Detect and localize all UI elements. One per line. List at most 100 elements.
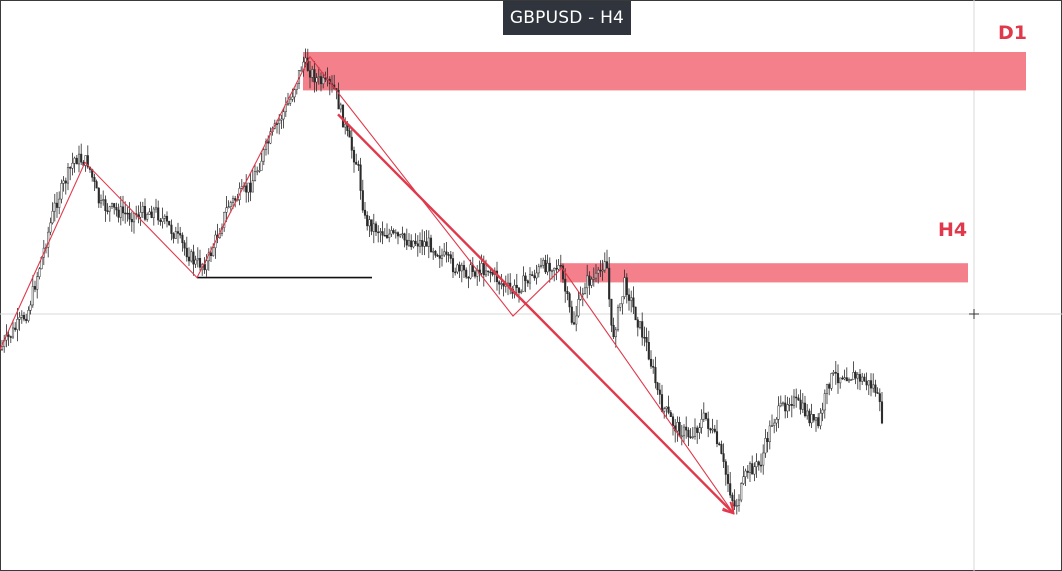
candle-body	[317, 76, 320, 79]
candle	[643, 326, 646, 347]
candle	[429, 234, 433, 253]
candle	[636, 316, 639, 337]
candle-body	[51, 210, 54, 224]
candle	[570, 300, 573, 325]
candle-body	[300, 69, 303, 72]
candle	[460, 262, 463, 283]
candle-body	[172, 233, 175, 239]
candle	[51, 202, 54, 225]
candle	[696, 425, 699, 444]
candle	[190, 249, 193, 263]
candle-body	[174, 231, 177, 239]
candle-body	[209, 252, 213, 256]
candle-body	[753, 466, 756, 475]
candle-body	[779, 402, 782, 407]
candle-body	[553, 267, 556, 272]
candle-body	[865, 380, 868, 386]
candle	[130, 211, 133, 232]
candle-body	[594, 272, 598, 279]
candle	[20, 310, 23, 324]
candle-body	[869, 380, 873, 389]
candle	[841, 375, 844, 380]
candle-body	[113, 203, 116, 208]
candle-body	[740, 483, 743, 501]
candle	[759, 453, 763, 473]
candle	[185, 236, 188, 262]
candle-body	[583, 287, 587, 294]
candle-body	[462, 265, 466, 271]
candle	[821, 402, 824, 422]
candle-body	[73, 157, 76, 164]
candle	[784, 395, 787, 419]
candle	[25, 313, 28, 324]
candle	[808, 408, 811, 427]
candle	[676, 416, 679, 442]
candle	[93, 173, 96, 192]
candle	[605, 249, 609, 269]
candle-body	[784, 402, 787, 412]
candle-body	[645, 337, 648, 343]
candle	[801, 393, 804, 414]
candle-body	[524, 275, 527, 281]
candle-body	[414, 240, 417, 244]
candle	[165, 211, 169, 228]
candle	[471, 257, 474, 277]
candle	[385, 223, 389, 240]
candle-body	[322, 77, 325, 85]
candle-body	[656, 382, 659, 391]
candle-body	[570, 306, 573, 323]
candle	[715, 419, 719, 448]
candle-body	[546, 262, 549, 273]
candle	[603, 252, 606, 273]
candle-body	[634, 306, 637, 321]
candle-body	[823, 393, 826, 411]
candle	[680, 424, 683, 446]
candle-body	[801, 402, 804, 410]
candle-body	[872, 384, 875, 389]
candle-body	[619, 303, 622, 308]
candle	[262, 148, 265, 166]
candle	[775, 417, 778, 432]
candle	[227, 200, 230, 209]
candle	[14, 322, 17, 332]
candle	[513, 279, 516, 299]
candle	[251, 169, 254, 193]
candle	[553, 267, 556, 282]
candle-body	[709, 428, 712, 431]
candle-body	[223, 212, 226, 228]
candle	[126, 207, 129, 222]
candle-body	[575, 315, 578, 325]
candle	[161, 207, 164, 229]
candle	[282, 108, 285, 129]
candle-body	[412, 240, 415, 248]
candle	[627, 288, 631, 311]
candle	[700, 409, 703, 434]
candle-body	[878, 393, 881, 402]
candle-body	[53, 202, 56, 212]
candle-body	[737, 499, 741, 506]
candle	[608, 256, 611, 308]
candle	[718, 441, 721, 446]
candle	[577, 292, 580, 318]
candle-body	[715, 431, 719, 444]
candle-body	[429, 237, 433, 253]
candle-body	[58, 198, 61, 208]
candle-body	[66, 167, 70, 184]
candle	[632, 286, 635, 314]
candle	[377, 225, 380, 243]
candle	[619, 303, 622, 312]
candle	[669, 409, 672, 417]
candle	[427, 230, 430, 259]
zone-d1	[303, 52, 1026, 91]
candle	[814, 417, 818, 432]
candle	[737, 494, 741, 512]
candle	[489, 267, 492, 283]
candle-body	[401, 233, 404, 235]
candle	[572, 311, 576, 326]
candle	[102, 190, 105, 206]
candle	[522, 266, 525, 292]
candle	[790, 395, 793, 418]
candle	[777, 396, 780, 429]
